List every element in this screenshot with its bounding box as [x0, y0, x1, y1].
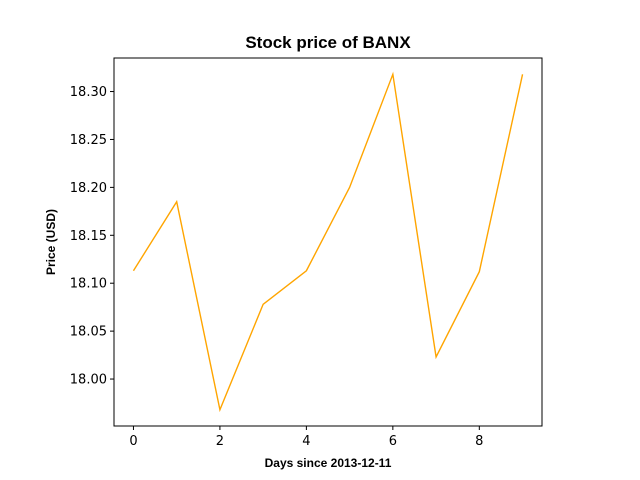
y-axis: 18.00 18.05 18.10 18.15 18.20 18.25 18.30 [70, 85, 114, 388]
y-tick-label: 18.30 [70, 85, 107, 100]
y-tick-label: 18.05 [70, 325, 107, 340]
y-tick-label: 18.00 [70, 373, 107, 388]
x-axis-label: Days since 2013-12-11 [265, 456, 392, 470]
y-tick-label: 18.20 [70, 181, 107, 196]
y-tick-label: 18.25 [70, 133, 107, 148]
x-tick-label: 4 [302, 434, 310, 449]
axes-frame [113, 57, 543, 427]
x-tick-label: 8 [475, 434, 483, 449]
chart-title: Stock price of BANX [245, 33, 411, 52]
x-tick-label: 0 [129, 434, 137, 449]
x-tick-label: 6 [389, 434, 397, 449]
series-line-0 [132, 71, 524, 413]
y-tick-label: 18.10 [70, 277, 107, 292]
x-tick-label: 2 [216, 434, 224, 449]
y-tick-label: 18.15 [70, 229, 107, 244]
plot-area [132, 71, 524, 413]
x-axis: 0 2 4 6 8 [129, 426, 483, 449]
y-axis-label: Price (USD) [44, 209, 58, 275]
